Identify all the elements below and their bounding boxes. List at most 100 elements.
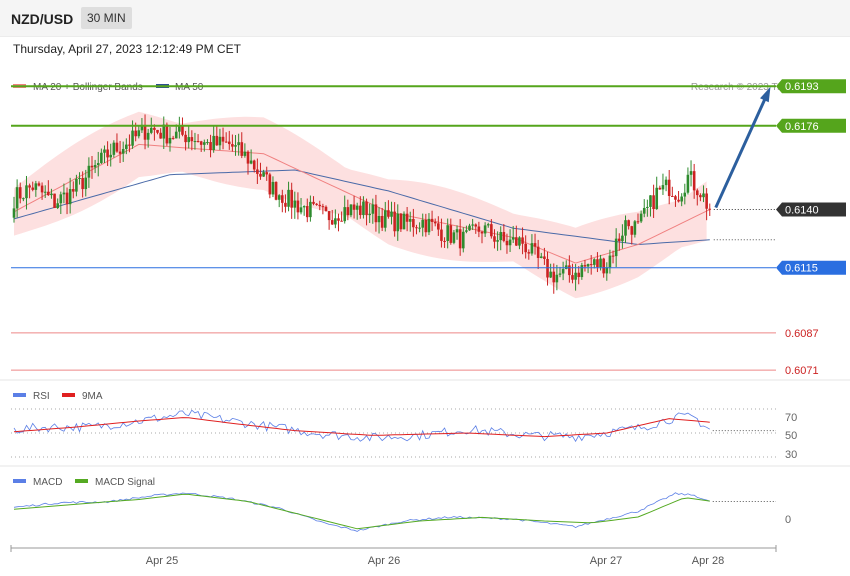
candle-body (346, 207, 350, 216)
candle-body (617, 238, 621, 242)
candle-body (418, 227, 421, 229)
candle-body (633, 221, 637, 235)
candle-body (624, 220, 627, 236)
candle-body (262, 172, 265, 177)
candle-body (181, 126, 184, 135)
candle-body (137, 130, 141, 137)
x-tick-label: Apr 28 (692, 555, 724, 567)
candle-body (402, 213, 406, 230)
candle-body (34, 183, 38, 190)
candle-body (287, 189, 290, 207)
candle-body (468, 225, 471, 231)
candle-body (393, 211, 396, 232)
candle-body (427, 218, 431, 233)
macd-line (13, 492, 710, 532)
candle-body (284, 202, 287, 207)
candle-body (490, 224, 493, 237)
candle-body (65, 192, 69, 205)
candle-body (140, 124, 144, 131)
candle-body (178, 126, 181, 132)
ma50-line (13, 169, 710, 246)
candle-body (446, 225, 449, 241)
candle-body (256, 169, 259, 174)
candle-body (299, 207, 303, 213)
candle-body (480, 231, 484, 234)
candle-body (274, 181, 278, 200)
candle-body (71, 189, 75, 192)
candle-body (50, 193, 53, 196)
rsi-ma-line (13, 417, 710, 438)
candle-body (586, 264, 590, 267)
level-value-label: 0.6140 (785, 205, 819, 217)
candle-body (593, 259, 596, 265)
candle-body (134, 130, 137, 137)
candle-body (293, 200, 297, 208)
candle-body (209, 142, 212, 150)
candle-body (399, 213, 403, 230)
candle-body (483, 225, 487, 234)
candle-body (100, 152, 103, 164)
candle-body (630, 226, 634, 235)
candle-body (505, 240, 509, 246)
candle-body (443, 240, 446, 242)
candle-body (692, 171, 696, 191)
candle-body (187, 137, 191, 143)
candle-body (118, 151, 122, 154)
candle-body (415, 227, 418, 229)
candle-body (196, 141, 200, 143)
candle-body (337, 218, 340, 221)
candle-body (515, 237, 518, 246)
candle-body (558, 273, 562, 275)
candle-body (128, 144, 131, 146)
candle-body (430, 218, 434, 222)
candle-body (452, 232, 456, 243)
candle-body (602, 258, 605, 274)
candle-body (327, 211, 331, 221)
candle-body (671, 195, 674, 197)
ma50-legend-label: MA 50 (175, 82, 204, 93)
candle-body (549, 271, 552, 278)
candle-body (471, 224, 474, 226)
candle-body (474, 224, 478, 227)
candle-body (290, 189, 293, 208)
level-value-label: 0.6193 (785, 81, 819, 93)
chart-datetime: Thursday, April 27, 2023 12:12:49 PM CET (13, 42, 241, 56)
candle-body (227, 141, 231, 145)
candle-body (568, 265, 571, 276)
candle-body (680, 196, 683, 202)
candle-body (518, 237, 521, 246)
candle-body (546, 258, 549, 278)
candle-body (412, 218, 415, 228)
forecast-arrow (714, 91, 770, 209)
candle-body (162, 124, 166, 139)
candle-body (37, 183, 41, 186)
candle-body (458, 229, 462, 249)
candle-body (543, 256, 546, 259)
candle-body (614, 238, 618, 257)
chart-toolbar: NZD/USD 30 MIN (0, 0, 850, 37)
timeframe-button[interactable]: 30 MIN (81, 7, 132, 29)
candle-body (589, 264, 593, 266)
candle-body (646, 206, 649, 208)
candle-body (53, 193, 56, 208)
candle-body (149, 127, 153, 133)
candle-body (146, 132, 150, 140)
rsi-tick-label: 50 (785, 430, 797, 442)
candlestick-layer (12, 114, 712, 294)
candle-body (362, 201, 365, 216)
candle-body (368, 213, 371, 216)
candle-body (652, 195, 655, 210)
candle-body (277, 195, 281, 200)
candle-body (249, 160, 253, 164)
candle-body (59, 194, 63, 204)
rsi-layer (11, 408, 776, 458)
candle-body (530, 243, 534, 254)
x-tick-label: Apr 27 (590, 555, 622, 567)
candle-body (371, 204, 375, 214)
candle-body (649, 195, 652, 207)
candle-body (621, 235, 624, 242)
candle-body (437, 223, 440, 230)
candle-body (642, 207, 646, 214)
candle-body (465, 230, 468, 232)
